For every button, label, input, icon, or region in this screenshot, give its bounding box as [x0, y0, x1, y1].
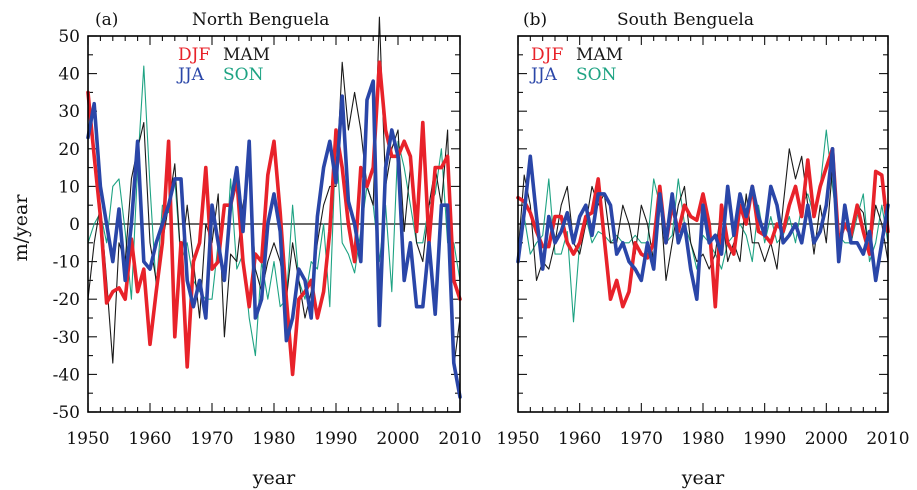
y-tick-label: 30 [58, 102, 80, 122]
series-line-djf [86, 60, 462, 377]
panel-b-legend: DJF MAM JJA SON [529, 45, 623, 85]
x-tick-label: 1960 [128, 429, 171, 449]
panel-a-x-axis-title: year [252, 467, 296, 489]
x-tick-label: 2000 [805, 429, 848, 449]
panel-a-title: North Benguela [192, 10, 329, 30]
legend-djf: DJF [178, 45, 210, 65]
x-tick-label: 1950 [66, 429, 109, 449]
y-tick-label: -20 [53, 290, 80, 310]
y-axis-title: m/year [10, 194, 32, 262]
legend-mam: MAM [576, 45, 623, 65]
panel-north-benguela: (a) North Benguela 1950 1960 1970 1980 1990 2… [10, 10, 482, 489]
x-tick-label: 2010 [438, 429, 481, 449]
panel-a-frame [87, 35, 461, 413]
panel-b-label: (b) [523, 10, 547, 30]
x-tick-label: 1970 [190, 429, 233, 449]
y-tick-label: -50 [53, 403, 80, 423]
x-tick-label: 1960 [558, 429, 601, 449]
panel-b-x-axis-title: year [681, 467, 725, 489]
legend-jja: JJA [529, 65, 558, 85]
y-tick-label: 20 [58, 140, 80, 160]
panel-a-legend: DJF MAM JJA SON [176, 45, 270, 85]
x-tick-label: 2000 [376, 429, 419, 449]
y-tick-label: -30 [53, 328, 80, 348]
x-tick-label: 1970 [620, 429, 663, 449]
panel-b-frame [517, 35, 889, 413]
y-tick-label: -40 [53, 365, 80, 385]
panel-b-title: South Benguela [617, 10, 754, 30]
series-line-jja [516, 147, 890, 302]
x-tick-label: 1990 [743, 429, 786, 449]
y-tick-label: 50 [58, 27, 80, 47]
y-tick-label: 10 [58, 177, 80, 197]
legend-jja: JJA [176, 65, 205, 85]
panel-a-series [86, 16, 462, 399]
panel-south-benguela: (b) South Benguela 1950 1960 1970 1980 1990 2… [496, 10, 909, 489]
y-tick-label: 0 [69, 215, 80, 235]
x-tick-label: 1990 [314, 429, 357, 449]
series-line-jja [86, 79, 462, 399]
legend-djf: DJF [531, 45, 563, 65]
panel-a-axes: 1950 1960 1970 1980 1990 2000 2010-50-40-30-20… [53, 27, 482, 449]
series-line-son [87, 65, 461, 357]
y-tick-label: 40 [58, 65, 80, 85]
series-line-djf [516, 147, 890, 309]
y-tick-label: -10 [53, 253, 80, 273]
legend-mam: MAM [223, 45, 270, 65]
series-line-mam [517, 148, 889, 281]
series-line-mam [87, 16, 461, 368]
legend-son: SON [576, 65, 617, 85]
x-tick-label: 1980 [681, 429, 724, 449]
panel-a-label: (a) [95, 10, 118, 30]
x-tick-label: 1980 [252, 429, 295, 449]
x-tick-label: 1950 [496, 429, 539, 449]
x-tick-label: 2010 [866, 429, 909, 449]
legend-son: SON [223, 65, 264, 85]
panel-b-series [516, 129, 890, 323]
